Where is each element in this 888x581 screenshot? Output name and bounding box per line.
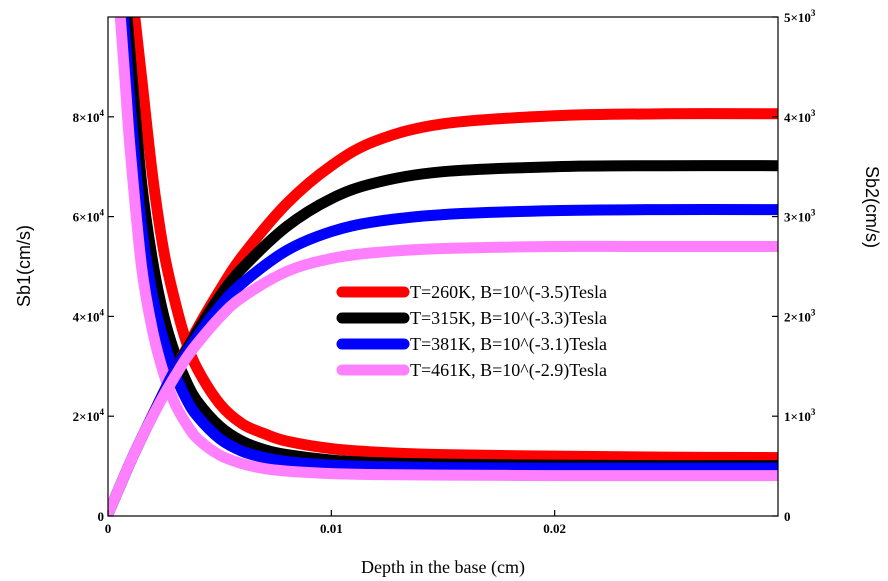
series-layer <box>108 17 778 516</box>
series-1-sb1-line <box>129 17 778 464</box>
x-tick-label: 0.02 <box>543 521 566 536</box>
y-left-tick-label: 0 <box>98 509 105 524</box>
legend-label-1: T=260K, B=10^(-3.5)Tesla <box>410 282 607 303</box>
y-right-tick-label: 0 <box>784 509 791 524</box>
legend-label-3: T=381K, B=10^(-3.1)Tesla <box>410 334 607 355</box>
plot-frame <box>107 16 779 517</box>
x-tick-label: 0.01 <box>320 521 343 536</box>
series-4-sb2-line <box>108 240 778 516</box>
series-4-sb1-line <box>114 17 778 482</box>
y-right-tick-label: 3×103 <box>784 208 816 225</box>
legend-label-2: T=315K, B=10^(-3.3)Tesla <box>410 308 607 329</box>
y-right-tick-label: 2×103 <box>784 307 816 324</box>
x-axis-label: Depth in the base (cm) <box>361 557 525 578</box>
y-right-tick-label: 4×103 <box>784 108 816 125</box>
legend-label-4: T=461K, B=10^(-2.9)Tesla <box>410 360 607 381</box>
x-tick-label: 0 <box>105 521 112 536</box>
y-right-tick-label: 1×103 <box>784 407 816 424</box>
y-axis-left-label: Sb1(cm/s) <box>14 225 34 307</box>
y-left-tick-label: 8×104 <box>73 108 105 125</box>
y-left-tick-label: 2×104 <box>73 407 105 424</box>
y-axis-right-label: Sb2(cm/s) <box>862 166 882 248</box>
y-left-tick-label: 6×104 <box>73 208 105 225</box>
y-left-tick-label: 4×104 <box>73 307 105 324</box>
legend: T=260K, B=10^(-3.5)Tesla T=315K, B=10^(-3… <box>336 282 607 381</box>
series-3-sb1-line <box>118 17 778 474</box>
y-right-tick-label: 5×103 <box>784 8 816 25</box>
ticks-layer: 0 0.01 0.02 0 2×104 4×104 6×104 8×104 0 1×103 2×10… <box>73 8 816 536</box>
